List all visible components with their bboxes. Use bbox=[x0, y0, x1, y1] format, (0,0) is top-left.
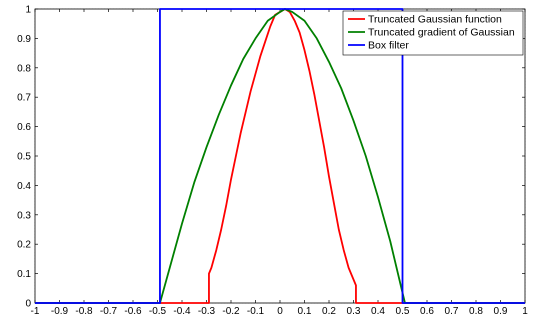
y-tick-label: 0.5 bbox=[17, 152, 31, 163]
x-tick-label: -0.1 bbox=[247, 306, 265, 317]
x-tick-label: 0.1 bbox=[298, 306, 312, 317]
x-tick-label: -0.5 bbox=[149, 306, 167, 317]
x-tick-label: 0.4 bbox=[371, 306, 385, 317]
series-lines bbox=[35, 8, 525, 304]
y-tick-label: 0.2 bbox=[17, 240, 31, 251]
y-tick-label: 0.3 bbox=[17, 210, 31, 221]
x-tick-label: 0 bbox=[277, 306, 283, 317]
y-tick-label: 0.6 bbox=[17, 122, 31, 133]
y-tick-label: 0.1 bbox=[17, 269, 31, 280]
y-tick-label: 0.4 bbox=[17, 181, 31, 192]
y-tick-label: 0 bbox=[25, 299, 31, 310]
y-tick-label: 0.8 bbox=[17, 63, 31, 74]
x-tick-label: -0.7 bbox=[100, 306, 118, 317]
x-tick-label: -0.4 bbox=[173, 306, 191, 317]
x-tick-label: 1 bbox=[522, 306, 528, 317]
x-tick-label: 0.8 bbox=[469, 306, 483, 317]
x-tick-label: -1 bbox=[31, 306, 40, 317]
series-line-box-filter bbox=[35, 8, 525, 304]
x-tick-label: 0.6 bbox=[420, 306, 434, 317]
legend-box bbox=[342, 10, 524, 56]
series-line-truncated-gradient-of-gaussian bbox=[35, 8, 525, 304]
x-tick-label: -0.9 bbox=[51, 306, 69, 317]
x-tick-label: -0.2 bbox=[222, 306, 240, 317]
x-tick-label: -0.8 bbox=[75, 306, 93, 317]
legend-label: Box filter bbox=[368, 40, 409, 52]
tick-labels: -1 -0.9 -0.8 -0.7 -0.6 -0.5 -0.4 -0.3 -0.2 -0.1 0 0… bbox=[17, 5, 528, 318]
legend-label: Truncated gradient of Gaussian bbox=[368, 27, 515, 39]
x-tick-label: 0.9 bbox=[494, 306, 508, 317]
x-tick-label: 0.7 bbox=[445, 306, 459, 317]
x-tick-label: 0.3 bbox=[347, 306, 361, 317]
x-tick-label: 0.2 bbox=[322, 306, 336, 317]
x-tick-label: -0.3 bbox=[198, 306, 216, 317]
x-tick-label: -0.6 bbox=[124, 306, 142, 317]
axes bbox=[34, 8, 526, 304]
y-tick-label: 0.9 bbox=[17, 34, 31, 45]
x-tick-label: 0.5 bbox=[396, 306, 410, 317]
plot-area bbox=[35, 9, 525, 303]
legend-label: Truncated Gaussian function bbox=[368, 14, 502, 26]
y-tick-label: 1 bbox=[25, 5, 31, 16]
y-tick-label: 0.7 bbox=[17, 93, 31, 104]
